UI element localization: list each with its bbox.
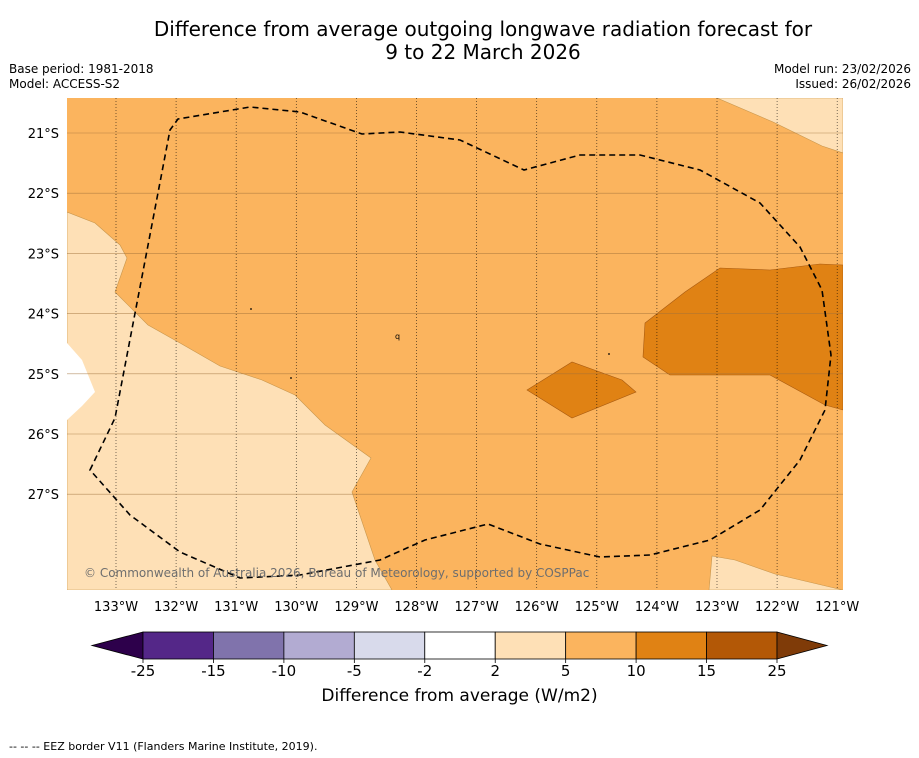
longitude-label: 127°W: [455, 600, 499, 615]
colorbar: [90, 631, 829, 660]
longitude-label: 122°W: [755, 600, 799, 615]
colorbar-bin: [283, 631, 355, 660]
longitude-label: 131°W: [214, 600, 258, 615]
colorbar-bin: [565, 631, 637, 660]
island-mark: [290, 377, 292, 379]
longitude-label: 130°W: [274, 600, 318, 615]
contour-2-to-5-northeast: [716, 98, 843, 154]
island-mark-label: q: [395, 332, 400, 341]
longitude-labels: 133°W 132°W 131°W 130°W 129°W 128°W 127°W 126°W…: [94, 600, 860, 615]
colorbar-tick-label: -2: [417, 662, 432, 680]
meta-left: Base period: 1981-2018 Model: ACCESS-S2: [9, 62, 154, 92]
copyright-text: © Commonwealth of Australia 2026, Bureau…: [84, 566, 589, 580]
colorbar-tick-label: -15: [201, 662, 226, 680]
title-line-1: Difference from average outgoing longwav…: [153, 17, 813, 41]
longitude-label: 126°W: [515, 600, 559, 615]
longitude-label: 121°W: [815, 600, 859, 615]
title-line-2: 9 to 22 March 2026: [385, 40, 581, 64]
island-mark: [250, 308, 252, 310]
colorbar-bin: [353, 631, 426, 660]
model-name: Model: ACCESS-S2: [9, 77, 121, 91]
contour-neutral-west: [67, 343, 95, 420]
eez-border: [89, 106, 832, 579]
longitude-label: 124°W: [635, 600, 679, 615]
latitude-label: 25°S: [28, 368, 59, 383]
colorbar-ticks: -25 -15 -10 -5 -2 2 5 10 15 25: [131, 659, 787, 680]
island-mark: [608, 353, 610, 355]
longitude-label: 132°W: [154, 600, 198, 615]
colorbar-tick-label: -10: [272, 662, 297, 680]
latitude-label: 22°S: [28, 187, 59, 202]
colorbar-extend-low: [90, 631, 144, 660]
longitude-label: 133°W: [94, 600, 138, 615]
colorbar-tick-label: 15: [697, 662, 716, 680]
latitude-label: 27°S: [28, 488, 59, 503]
latitude-label: 23°S: [28, 247, 59, 262]
colorbar-tick-label: -5: [347, 662, 362, 680]
colorbar-bin: [494, 631, 567, 660]
colorbar-bin: [424, 631, 496, 660]
colorbar-tick-label: -25: [131, 662, 156, 680]
colorbar-tick-label: 5: [561, 662, 571, 680]
latitude-labels: 21°S 22°S 23°S 24°S 25°S 26°S 27°S: [28, 127, 59, 503]
colorbar-tick-label: 2: [490, 662, 500, 680]
meta-right: Model run: 23/02/2026 Issued: 26/02/2026: [774, 62, 911, 92]
longitude-label: 125°W: [575, 600, 619, 615]
latitude-label: 21°S: [28, 127, 59, 142]
contour-2-to-5-southeast: [708, 555, 843, 590]
colorbar-extend-high: [776, 631, 829, 660]
colorbar-tick-label: 10: [627, 662, 646, 680]
longitude-label: 123°W: [695, 600, 739, 615]
longitude-label: 128°W: [394, 600, 438, 615]
anomaly-map: q: [67, 98, 843, 590]
contour-10-to-15-patch: [526, 361, 637, 419]
issued-date: Issued: 26/02/2026: [795, 77, 911, 91]
longitude-label: 129°W: [334, 600, 378, 615]
colorbar-tick-label: 25: [767, 662, 786, 680]
colorbar-title: Difference from average (W/m2): [321, 686, 598, 706]
latitude-label: 26°S: [28, 428, 59, 443]
model-run: Model run: 23/02/2026: [773, 62, 911, 76]
map-title: Difference from average outgoing longwav…: [0, 18, 919, 64]
colorbar-bin: [635, 631, 707, 660]
eez-legend: -- -- -- EEZ border V11 (Flanders Marine…: [9, 740, 318, 753]
base-period: Base period: 1981-2018: [9, 62, 154, 76]
colorbar-bin: [142, 631, 214, 660]
latitude-label: 24°S: [28, 308, 59, 323]
colorbar-bin: [213, 631, 285, 660]
colorbar-bin: [706, 631, 778, 660]
